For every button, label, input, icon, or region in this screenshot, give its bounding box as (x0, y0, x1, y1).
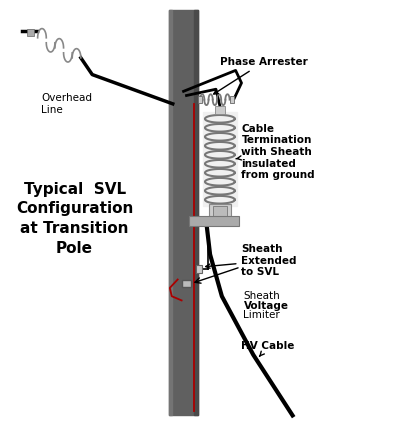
Text: Typical  SVL
Configuration
at Transition
Pole: Typical SVL Configuration at Transition … (16, 182, 133, 256)
Bar (215, 106, 225, 115)
Text: Limiter: Limiter (244, 310, 280, 320)
Bar (190, 216, 239, 226)
Bar (198, 96, 202, 103)
Text: Voltage: Voltage (244, 301, 288, 311)
Bar (213, 206, 227, 219)
Bar (209, 204, 231, 221)
Bar (28, 29, 34, 36)
Bar (230, 96, 234, 103)
Text: Overhead
Line: Overhead Line (41, 93, 92, 115)
Text: HV Cable: HV Cable (242, 341, 295, 356)
Bar (196, 265, 202, 273)
Text: Cable
Termination
with Sheath
insulated
from ground: Cable Termination with Sheath insulated … (236, 124, 315, 180)
Bar (169, 10, 198, 416)
Bar (203, 112, 237, 206)
Text: Phase Arrester: Phase Arrester (214, 57, 308, 94)
Bar (169, 10, 172, 416)
Text: Sheath: Sheath (244, 291, 280, 301)
Bar (194, 10, 198, 416)
Text: Sheath
Extended
to SVL: Sheath Extended to SVL (206, 244, 297, 277)
Bar (182, 280, 191, 288)
